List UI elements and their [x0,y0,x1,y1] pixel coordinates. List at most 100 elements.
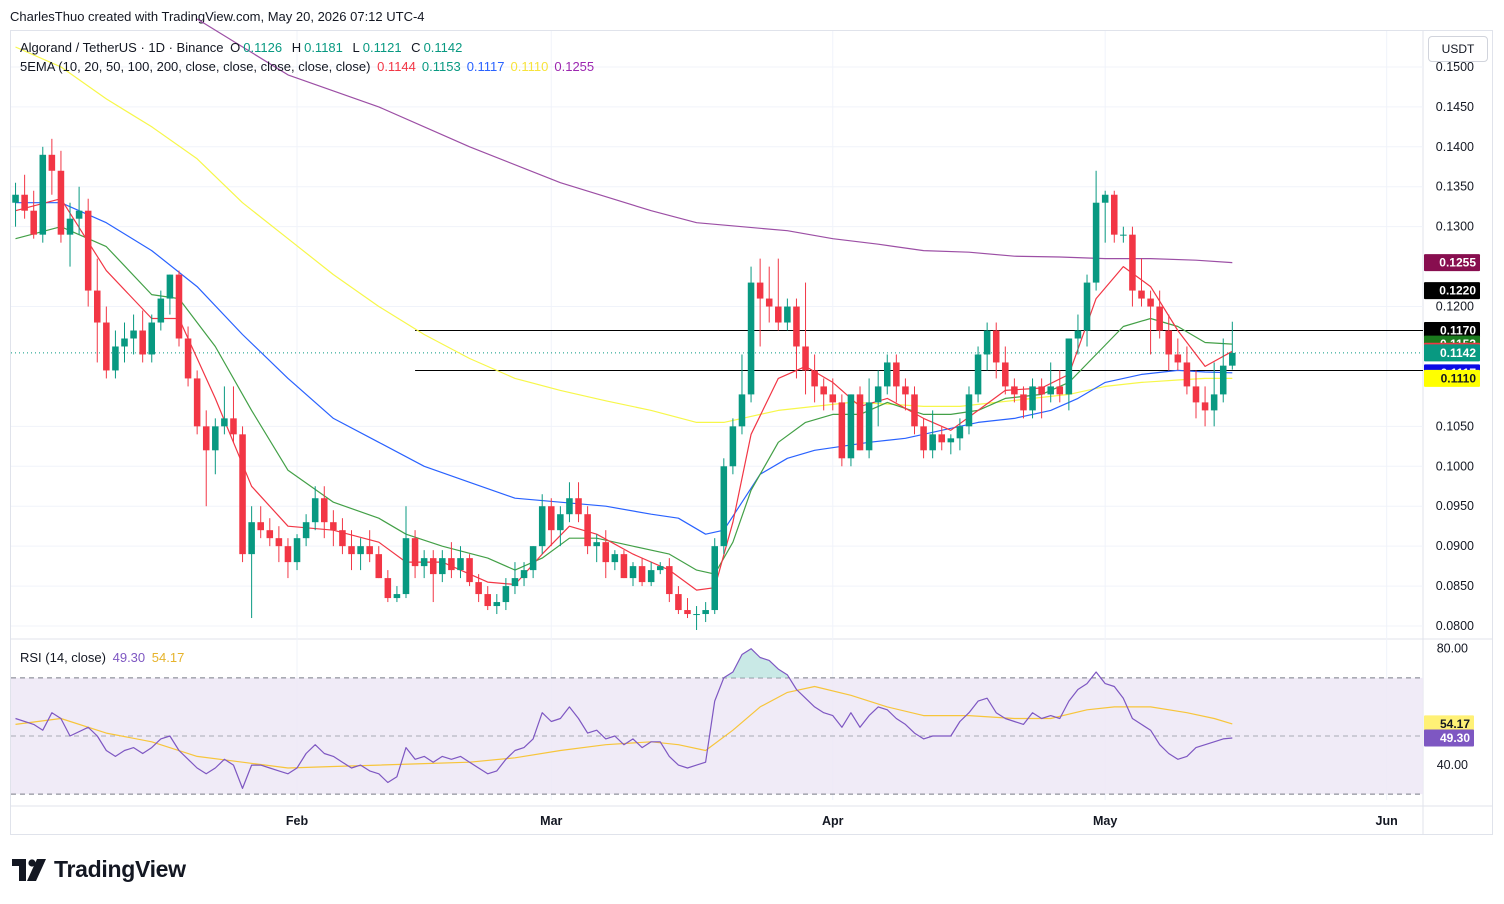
candle-body [720,466,728,547]
candle-body [838,402,846,459]
candle-up [302,514,310,547]
candle-up [420,550,428,579]
candle-down [257,506,264,539]
candle-body [647,570,655,583]
currency-button[interactable]: USDT [1428,36,1488,62]
tradingview-logo[interactable]: TradingView [12,856,186,883]
candle-up [130,314,137,355]
candle-down [1174,338,1182,371]
candle-body [829,394,837,403]
candle-down [475,574,482,603]
chart-frame [10,30,1493,835]
price-tag-label: 0.1142 [1440,346,1476,360]
price-tick-label: 0.1000 [1436,459,1474,473]
candle-down [84,198,92,307]
ema100-line [15,46,1233,423]
candle-down [239,426,246,563]
candle-down [193,370,201,435]
candle-body [12,194,19,203]
candle-body [920,426,927,451]
rsi-tick-label: 40.00 [1437,758,1468,772]
candle-body [502,586,510,603]
candle-up [157,290,165,331]
candle-body [793,306,800,347]
price-tick-label: 0.1350 [1436,180,1474,194]
candle-down [1192,370,1200,419]
candle-body [775,306,782,323]
candle-down [920,418,927,459]
candle-up [293,534,301,571]
candle-down [321,486,328,539]
candle-up [974,346,982,403]
price-tick-label: 0.1450 [1436,100,1474,114]
candle-body [1029,386,1036,411]
high-label: H [291,40,302,55]
low-value: 0.1121 [362,40,402,55]
price-tick-label: 0.1200 [1436,300,1474,314]
candle-down [93,258,101,363]
rsi-legend[interactable]: RSI (14, close) 49.30 54.17 [20,650,187,665]
candle-body [103,322,110,371]
candle-body [1210,394,1218,411]
candle-up [656,562,664,575]
candle-body [202,426,210,451]
candle-body [765,298,773,307]
symbol-legend[interactable]: Algorand / TetherUS · 1D · Binance O 0.11… [20,40,468,55]
price-tick-label: 0.1050 [1436,419,1474,433]
candle-down [57,150,65,243]
candle-body [847,394,855,459]
candle-up [1065,338,1073,411]
candle-down [938,426,946,451]
candle-body [1120,234,1127,236]
candle-body [992,330,1000,363]
candle-body [1002,362,1009,387]
candle-up [1074,314,1082,355]
rsi-tick-label: 80.00 [1437,642,1468,656]
candle-up [865,378,873,459]
ema-value-3: 0.1110 [510,59,549,74]
low-label: L [352,40,360,55]
candle-up [248,506,255,619]
candle-up [1101,190,1109,243]
candle-body [1056,386,1064,395]
candle-body [248,522,255,555]
candle-up [1047,362,1054,403]
candle-down [893,354,900,403]
candle-body [48,154,56,171]
candle-body [965,394,973,427]
candle-down [1020,386,1027,419]
rsi-ma-line [15,685,1233,769]
ema-values: 0.1144 0.1153 0.1117 0.1110 0.1255 [377,59,600,74]
rsi-ma-value: 54.17 [151,650,185,665]
candle-down [1129,226,1136,307]
price-tag-box [1424,254,1480,272]
candle-up [457,546,464,579]
candle-down [911,386,918,435]
candle-body [729,426,737,467]
candle-down [30,190,37,239]
candle-body [1174,354,1182,363]
candle-body [1020,394,1027,411]
candle-up [1210,362,1218,427]
candle-down [1056,370,1064,403]
candle-body [938,434,946,443]
price-tag-box [1424,282,1480,300]
candle-body [21,194,28,211]
candle-down [765,266,773,323]
candle-body [1074,330,1082,339]
candle-body [1038,386,1045,395]
ema-legend[interactable]: 5EMA (10, 20, 50, 100, 200, close, close… [20,59,603,74]
candle-up [693,606,700,631]
candle-body [675,594,682,611]
candle-down [384,570,392,603]
candle-down [1138,258,1145,307]
candle-body [39,154,47,235]
price-tag-box [1424,344,1480,362]
candle-down [330,510,337,547]
candle-down [275,526,283,563]
candle-body [184,338,192,379]
candle-body [1092,202,1100,283]
attribution-header: CharlesThuo created with TradingView.com… [10,9,425,24]
candle-body [484,594,491,607]
